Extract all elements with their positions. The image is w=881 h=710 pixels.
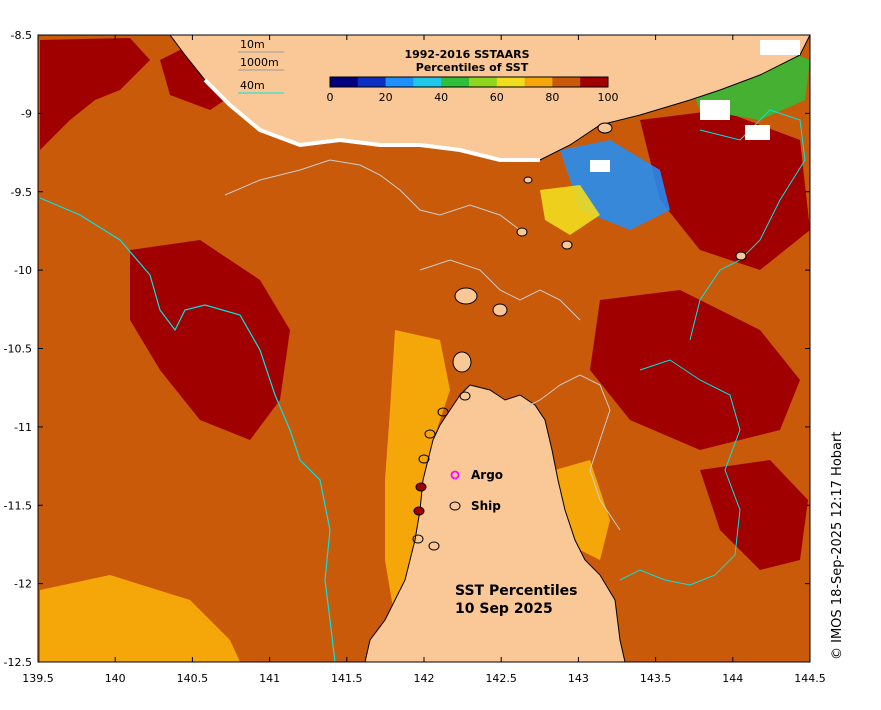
lon-tick-label: 144.5: [794, 672, 826, 685]
lon-tick-label: 144: [722, 672, 743, 685]
map-plot-area: [38, 35, 810, 662]
legend-color-swatch: [330, 77, 359, 87]
lon-tick-label: 140.5: [177, 672, 209, 685]
hot-patch-east: [590, 290, 800, 450]
contour-key: 10m 1000m 40m: [238, 38, 284, 94]
legend-color-swatch: [441, 77, 470, 87]
lat-tick-label: -8.5: [11, 29, 32, 42]
hot-patch-northeast: [640, 110, 810, 270]
legend-color-swatch: [469, 77, 498, 87]
warm-coastal-strip: [385, 330, 450, 620]
ship-marker: [413, 506, 425, 516]
legend-color-swatch: [524, 77, 553, 87]
contour-40m-east: [619, 359, 741, 586]
coastal-nodata-band: [203, 78, 540, 162]
cape-york-land: [364, 384, 626, 662]
lat-tick-label: -9.5: [11, 186, 32, 199]
island: [516, 227, 528, 237]
legend-tick-label: 40: [434, 91, 448, 104]
contour-10m-north: [224, 159, 521, 231]
contour-40m-northeast: [689, 109, 806, 341]
argo-legend-label: Argo: [471, 468, 503, 482]
lon-tick-label: 141.5: [331, 672, 363, 685]
contour-1000m-north: [419, 259, 581, 321]
lon-tick-label: 143.5: [640, 672, 672, 685]
legend-colorbar-frame: [329, 76, 609, 88]
ship-marker: [418, 454, 430, 464]
nodata-cell: [745, 125, 770, 140]
nodata-cell: [760, 40, 800, 55]
latitude-axis: -8.5 -9 -9.5 -10 -10.5 -11 -11.5 -12 -12.5: [4, 29, 810, 669]
legend-colorbar: [329, 76, 609, 88]
marker-legend: Argo Ship: [449, 468, 503, 513]
ship-marker: [459, 391, 471, 401]
contour-key-40m-label: 40m: [240, 79, 265, 92]
lon-tick-label: 141: [259, 672, 280, 685]
island: [561, 240, 573, 250]
lat-tick-label: -10.5: [4, 343, 32, 356]
ship-marker: [428, 541, 440, 551]
legend-tick-label: 100: [598, 91, 619, 104]
legend-tick-label: 60: [490, 91, 504, 104]
legend-color-swatch: [413, 77, 442, 87]
ship-marker: [415, 482, 427, 492]
nodata-pixels: [590, 40, 800, 172]
contour-40m-west: [39, 197, 336, 662]
nodata-cell: [700, 100, 730, 120]
copyright-text: © IMOS 18-Sep-2025 12:17 Hobart: [830, 432, 845, 660]
legend-color-swatch: [552, 77, 581, 87]
lon-tick-label: 140: [105, 672, 126, 685]
ship-marker: [424, 429, 436, 439]
legend-title-line2: Percentiles of SST: [416, 61, 529, 74]
legend-color-swatch: [496, 77, 526, 87]
legend-tick-label: 80: [545, 91, 559, 104]
island: [454, 287, 478, 305]
legend-tick-label: 0: [327, 91, 334, 104]
lat-tick-label: -11.5: [4, 499, 32, 512]
ship-legend-label: Ship: [471, 499, 501, 513]
lon-tick-label: 142: [414, 672, 435, 685]
island: [523, 176, 533, 184]
island: [492, 303, 508, 317]
island: [735, 251, 747, 261]
lat-tick-label: -12.5: [4, 656, 32, 669]
nodata-cell: [590, 160, 610, 172]
island: [452, 351, 472, 373]
yellow-patch-northeast: [540, 185, 600, 235]
torres-strait-islands: [452, 122, 747, 373]
lon-tick-label: 143: [568, 672, 589, 685]
hot-patch-east-lower: [700, 460, 808, 570]
lat-tick-label: -11: [14, 421, 32, 434]
ship-track: [412, 391, 471, 551]
longitude-axis: 139.5 140 140.5 141 141.5 142 142.5 143 143.5 144…: [22, 35, 826, 685]
lat-tick-label: -10: [14, 264, 32, 277]
lat-tick-label: -12: [14, 578, 32, 591]
map-title-line2: 10 Sep 2025: [455, 601, 553, 617]
warm-patch-southwest: [40, 575, 240, 662]
contour-key-1000m-label: 1000m: [240, 56, 279, 69]
ship-legend-marker: [449, 501, 461, 511]
ship-marker: [437, 407, 449, 417]
contour-10m-east: [519, 374, 621, 531]
map-title-line1: SST Percentiles: [455, 583, 578, 599]
percentile-legend: 1992-2016 SSTAARS Percentiles of SST 0 20…: [327, 48, 619, 104]
legend-tick-label: 20: [379, 91, 393, 104]
legend-color-swatch: [357, 77, 387, 87]
lon-tick-label: 139.5: [22, 672, 54, 685]
lon-tick-label: 142.5: [485, 672, 517, 685]
hot-patch-west: [130, 240, 290, 440]
legend-color-swatch: [385, 77, 414, 87]
sst-raster: [40, 38, 810, 662]
legend-tick-labels: 0 20 40 60 80 100: [327, 91, 619, 104]
hot-patch-northwest: [40, 38, 150, 150]
legend-color-swatch: [580, 77, 609, 87]
bathymetry-contours: [39, 109, 806, 662]
ship-marker: [412, 534, 424, 544]
legend-title-line1: 1992-2016 SSTAARS: [404, 48, 529, 61]
contour-key-10m-label: 10m: [240, 38, 265, 51]
argo-legend-marker: [450, 470, 460, 480]
lat-tick-label: -9: [21, 107, 32, 120]
island: [597, 122, 613, 134]
